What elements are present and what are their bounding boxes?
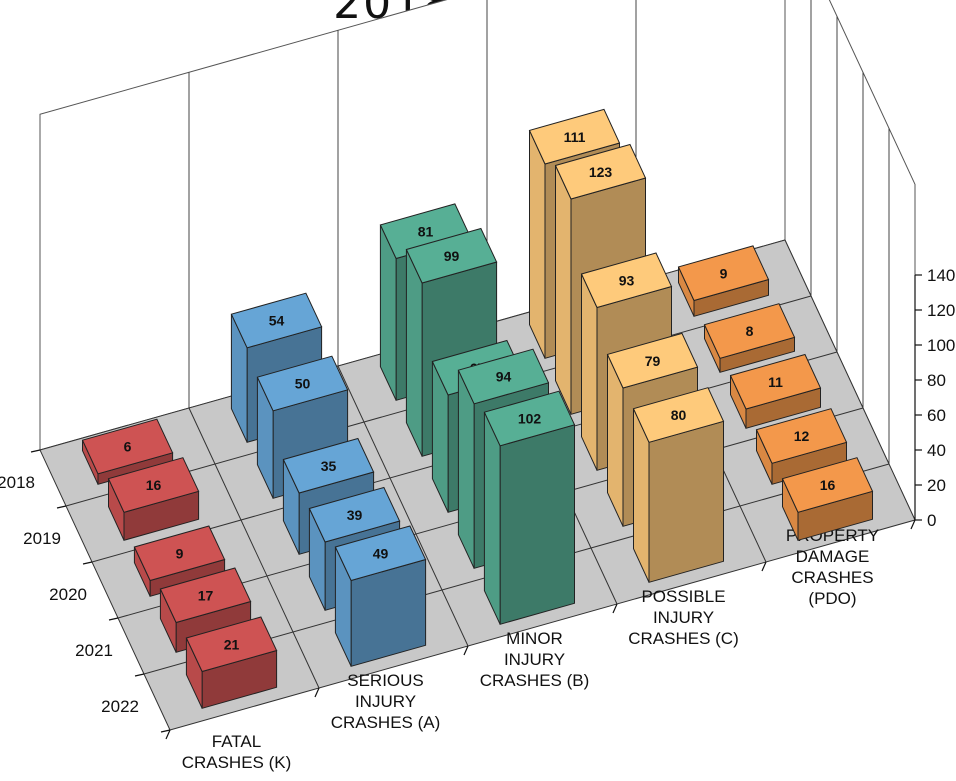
value-label: 16 <box>146 477 162 493</box>
z-tick-label: 140 <box>927 266 955 285</box>
bar: 11 <box>729 353 822 429</box>
value-label: 54 <box>269 313 285 329</box>
bar-top-face <box>81 418 174 475</box>
bar-top-face <box>483 390 576 447</box>
bar-top-face <box>755 408 848 464</box>
bar-top-face <box>606 332 699 389</box>
bar: 49 <box>334 525 427 667</box>
value-label: 49 <box>373 545 389 561</box>
bar: 8 <box>703 303 796 373</box>
category-label: MINOR INJURY CRASHES (B) <box>480 629 590 690</box>
category-label: SERIOUS INJURY CRASHES (A) <box>331 671 441 732</box>
value-label: 123 <box>589 164 613 180</box>
bar: 16 <box>107 457 200 541</box>
value-label: 17 <box>198 587 214 603</box>
bar-top-face <box>230 292 323 349</box>
bar-top-face <box>133 525 226 582</box>
value-label: 39 <box>347 507 363 523</box>
bar-top-face <box>580 252 673 309</box>
bar: 21 <box>185 616 278 709</box>
year-label: 2022 <box>101 697 139 716</box>
value-label: 9 <box>720 265 728 281</box>
value-label: 81 <box>418 223 434 239</box>
bar-top-face <box>308 486 401 543</box>
value-label: 11 <box>768 374 783 390</box>
bar-top-face <box>282 437 375 494</box>
z-tick-label: 120 <box>927 301 955 320</box>
value-label: 35 <box>321 458 337 474</box>
value-label: 111 <box>564 129 586 145</box>
value-label: 6 <box>124 439 132 455</box>
z-tick-label: 40 <box>927 441 946 460</box>
year-axis: 2018 2019 2020 2021 2022 <box>0 449 171 733</box>
bar: 80 <box>632 387 725 583</box>
bar-top-face <box>334 525 427 582</box>
value-label: 9 <box>176 545 184 561</box>
z-axis: 0 20 40 60 80 100 120 140 <box>914 266 955 530</box>
value-label: 50 <box>295 376 311 392</box>
value-label: 99 <box>444 248 460 264</box>
z-tick-label: 100 <box>927 336 955 355</box>
bar: 9 <box>677 245 770 317</box>
bar-side-face <box>529 130 546 359</box>
value-label: 80 <box>671 407 687 423</box>
z-tick-label: 60 <box>927 406 946 425</box>
bar: 16 <box>781 457 874 541</box>
bar-top-face <box>457 348 550 405</box>
value-label: 102 <box>518 411 542 427</box>
z-tick-label: 20 <box>927 476 946 495</box>
value-label: 93 <box>619 272 635 288</box>
value-label: 12 <box>794 428 810 444</box>
bar-top-face <box>677 245 770 302</box>
year-label: 2020 <box>49 585 87 604</box>
category-label: PROPERTY DAMAGE CRASHES (PDO) <box>786 526 879 608</box>
bar-top-face <box>185 616 278 673</box>
bar-front-face <box>648 420 724 583</box>
bar-top-face <box>554 143 647 200</box>
category-axis: FATAL CRASHES (K) SERIOUS INJURY CRASHES (A)… <box>165 519 916 772</box>
category-label: FATAL CRASHES (K) <box>182 732 292 772</box>
bar-top-face <box>703 303 796 359</box>
bar-top-face <box>405 227 498 284</box>
bar-top-face <box>256 355 349 412</box>
bar: 102 <box>483 390 576 625</box>
bar-top-face <box>729 353 822 410</box>
bar-top-face <box>107 457 200 513</box>
bar-side-face <box>555 165 572 415</box>
value-label: 21 <box>224 636 240 652</box>
bar-top-face <box>632 387 725 443</box>
category-label: POSSIBLE INJURY CRASHES (C) <box>628 587 739 648</box>
value-label: 79 <box>645 353 661 369</box>
z-tick-label: 80 <box>927 371 946 390</box>
bar-side-face <box>405 249 423 457</box>
bar-top-face <box>528 108 621 165</box>
value-label: 16 <box>820 477 836 493</box>
z-tick-label: 0 <box>927 511 936 530</box>
bar-top-face <box>159 567 252 624</box>
bar-front-face <box>499 424 575 625</box>
bar-top-face <box>781 457 874 513</box>
bar-side-face <box>483 411 501 625</box>
year-label: 2018 <box>0 473 35 492</box>
bar: 12 <box>755 408 848 485</box>
year-label: 2019 <box>23 529 61 548</box>
year-label: 2021 <box>75 641 113 660</box>
bars: 6548111191650991238935679311173994791221… <box>81 108 874 709</box>
value-label: 94 <box>496 369 512 385</box>
value-label: 8 <box>746 323 754 339</box>
